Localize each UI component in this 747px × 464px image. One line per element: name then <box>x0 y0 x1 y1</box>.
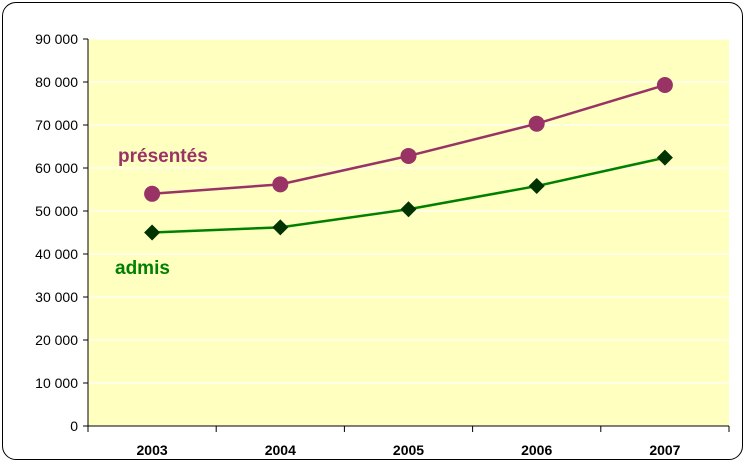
y-tick-label: 0 <box>70 418 78 434</box>
y-tick-label: 10 000 <box>35 375 78 391</box>
y-tick-label: 60 000 <box>35 160 78 176</box>
x-tick-label: 2004 <box>265 442 296 458</box>
x-axis-ticks: 2003 2004 2005 2006 2007 <box>87 426 730 458</box>
data-point <box>272 219 289 236</box>
x-tick-label: 2007 <box>649 442 680 458</box>
data-point <box>272 176 289 193</box>
y-tick-label: 70 000 <box>35 117 78 133</box>
x-tick-label: 2006 <box>521 442 552 458</box>
series-label-admis: admis <box>115 258 170 279</box>
x-tick-label: 2005 <box>393 442 424 458</box>
x-tick-label: 2003 <box>137 442 168 458</box>
plot-area <box>88 39 729 426</box>
data-point <box>144 224 161 241</box>
y-tick-label: 30 000 <box>35 289 78 305</box>
y-tick-label: 40 000 <box>35 246 78 262</box>
data-point <box>400 147 417 164</box>
y-tick-label: 50 000 <box>35 203 78 219</box>
y-tick-label: 90 000 <box>35 31 78 47</box>
data-point <box>656 149 673 166</box>
y-tick-label: 80 000 <box>35 74 78 90</box>
data-point <box>528 178 545 195</box>
data-point <box>144 185 161 202</box>
y-tick-label: 20 000 <box>35 332 78 348</box>
series-label-presentes: présentés <box>118 146 208 167</box>
series-group <box>144 77 673 241</box>
data-point <box>400 201 417 218</box>
data-point <box>528 115 545 132</box>
data-point <box>656 77 673 94</box>
y-axis-ticks: 0 10 000 20 000 30 000 40 000 50 000 60 000 70 … <box>35 31 88 434</box>
